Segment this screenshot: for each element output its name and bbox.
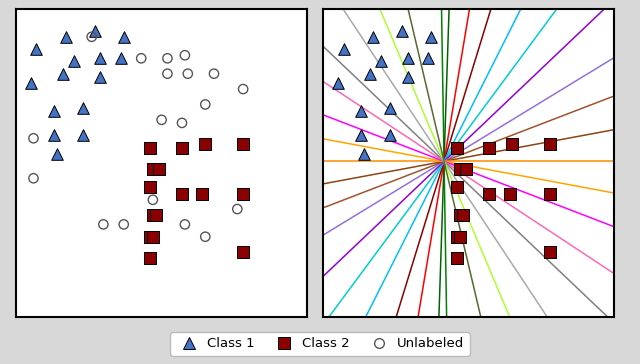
Point (154, 166, 164, 172)
Point (200, 142, 211, 147)
Point (116, 55, 126, 61)
Point (197, 191, 207, 197)
Point (238, 249, 248, 255)
Legend: Class 1, Class 2, Unlabeled: Class 1, Class 2, Unlabeled (170, 332, 470, 356)
Point (177, 145, 187, 150)
Point (163, 71, 173, 76)
Point (458, 212, 468, 218)
Point (367, 34, 378, 40)
Point (58, 71, 68, 76)
Point (452, 145, 462, 150)
Point (238, 142, 248, 147)
Point (145, 185, 155, 190)
Point (545, 191, 556, 197)
Point (28, 175, 38, 181)
Point (232, 206, 243, 212)
Point (403, 74, 413, 80)
Point (356, 132, 366, 138)
Point (376, 59, 387, 64)
Point (359, 151, 369, 157)
Point (148, 234, 158, 240)
Point (508, 142, 518, 147)
Point (95, 55, 106, 61)
Point (180, 52, 190, 58)
Point (145, 255, 155, 261)
Point (148, 166, 158, 172)
Point (397, 28, 407, 33)
Point (90, 28, 100, 33)
Point (182, 71, 193, 76)
Point (78, 104, 88, 110)
Point (177, 120, 187, 126)
Point (69, 59, 79, 64)
Point (385, 104, 396, 110)
Point (177, 191, 187, 197)
Point (484, 191, 494, 197)
Point (455, 212, 465, 218)
Point (484, 145, 494, 150)
Point (49, 108, 59, 114)
Point (26, 80, 36, 86)
Point (403, 55, 413, 61)
Point (200, 102, 211, 107)
Point (163, 55, 173, 61)
Point (333, 80, 343, 86)
Point (455, 166, 465, 172)
Point (209, 71, 219, 76)
Point (52, 151, 62, 157)
Point (60, 34, 70, 40)
Point (95, 74, 106, 80)
Point (339, 46, 349, 52)
Point (145, 234, 155, 240)
Point (145, 145, 155, 150)
Point (238, 191, 248, 197)
Point (385, 132, 396, 138)
Point (86, 34, 97, 40)
Point (452, 234, 462, 240)
Point (452, 255, 462, 261)
Point (452, 185, 462, 190)
Point (423, 55, 433, 61)
Point (28, 135, 38, 141)
Point (545, 142, 556, 147)
Point (157, 117, 167, 123)
Point (426, 34, 436, 40)
Point (356, 108, 366, 114)
Point (150, 212, 161, 218)
Point (545, 249, 556, 255)
Point (78, 132, 88, 138)
Point (180, 221, 190, 227)
Point (49, 132, 59, 138)
Point (136, 55, 147, 61)
Point (200, 234, 211, 240)
Point (148, 212, 158, 218)
Point (118, 34, 129, 40)
Point (118, 221, 129, 227)
Point (99, 221, 109, 227)
Point (365, 71, 375, 76)
Point (31, 46, 42, 52)
Point (455, 234, 465, 240)
Point (238, 86, 248, 92)
Point (461, 166, 471, 172)
Point (504, 191, 515, 197)
Point (148, 197, 158, 203)
